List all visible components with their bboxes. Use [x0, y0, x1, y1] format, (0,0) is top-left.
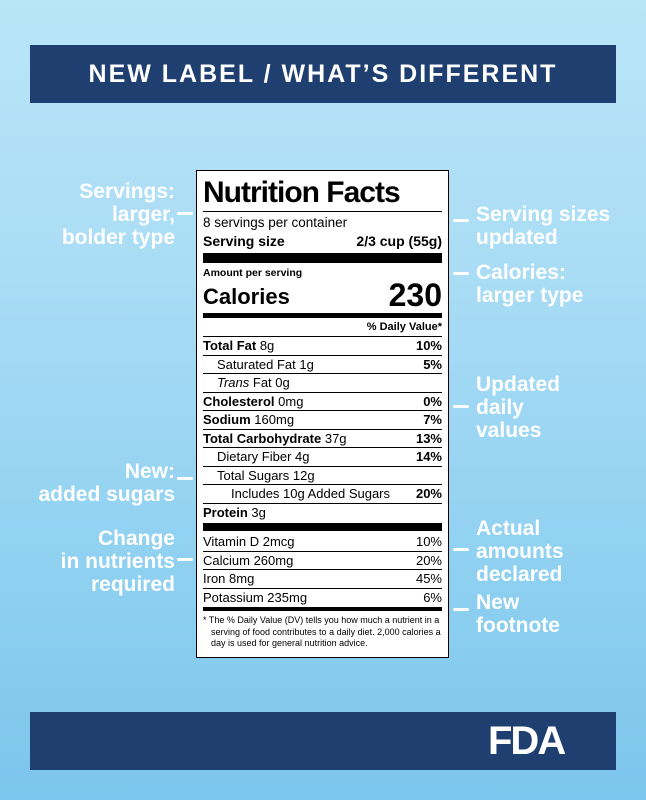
nutrient-row-total-carbohydrate: Total Carbohydrate 37g 13% [203, 430, 442, 448]
nutrition-facts-label: Nutrition Facts 8 servings per container… [196, 170, 449, 658]
header-banner: NEW LABEL / WHAT’S DIFFERENT [30, 45, 616, 103]
callout-daily-values: Updated daily values [476, 373, 560, 442]
divider-medium [203, 313, 442, 318]
callout-changed-nutrients: Change in nutrients required [60, 527, 175, 596]
callout-connector [453, 608, 469, 611]
vitamin-row-vitamin-d: Vitamin D 2mcg 10% [203, 533, 442, 552]
servings-per-container: 8 servings per container [203, 215, 348, 230]
calories-value: 230 [388, 277, 442, 313]
nutrient-row-total-sugars: Total Sugars 12g [203, 467, 442, 485]
nutrient-rows: Total Fat 8g 10% Saturated Fat 1g 5% Tra… [203, 337, 442, 521]
daily-value-header: % Daily Value* [203, 319, 442, 337]
serving-size-label: Serving size [203, 233, 285, 249]
divider-thick [203, 253, 442, 263]
nutrient-row-cholesterol: Cholesterol 0mg 0% [203, 393, 442, 411]
nutrient-row-protein: Protein 3g [203, 504, 266, 520]
label-title: Nutrition Facts [203, 176, 442, 212]
nutrient-row-total-fat: Total Fat 8g 10% [203, 337, 442, 356]
callout-added-sugars: New: added sugars [38, 460, 175, 506]
callout-connector [453, 405, 469, 408]
callout-actual-amounts: Actual amounts declared [476, 517, 564, 586]
header-title: NEW LABEL / WHAT’S DIFFERENT [88, 59, 558, 88]
nutrient-row-trans-fat: Trans Fat 0g [203, 374, 442, 393]
callout-connector [453, 548, 469, 551]
vitamin-row-potassium: Potassium 235mg 6% [203, 589, 442, 605]
svg-text:FDA: FDA [488, 720, 565, 762]
serving-size-row: Serving size 2/3 cup (55g) [203, 232, 442, 251]
callout-serving-sizes: Serving sizes updated [476, 203, 611, 249]
calories-label: Calories [203, 284, 290, 309]
callout-connector [177, 477, 193, 480]
amount-per-serving: Amount per serving [203, 267, 303, 279]
callout-connector [177, 558, 193, 561]
nutrient-row-saturated-fat: Saturated Fat 1g 5% [203, 356, 442, 374]
callout-connector [453, 272, 469, 275]
callout-connector [177, 212, 193, 215]
fda-logo-icon: FDA [488, 720, 567, 762]
callout-footnote: New footnote [476, 591, 560, 637]
callout-calories: Calories: larger type [476, 261, 584, 307]
nutrient-row-added-sugars: Includes 10g Added Sugars 20% [203, 485, 442, 504]
nutrient-row-sodium: Sodium 160mg 7% [203, 411, 442, 430]
vitamin-row-iron: Iron 8mg 45% [203, 570, 442, 589]
calories-row: Calories 230 [203, 277, 442, 313]
callout-connector [453, 219, 469, 222]
serving-size-value: 2/3 cup (55g) [356, 233, 442, 249]
nutrient-row-dietary-fiber: Dietary Fiber 4g 14% [203, 448, 442, 467]
label-footnote: * The % Daily Value (DV) tells you how m… [203, 615, 441, 648]
vitamin-row-calcium: Calcium 260mg 20% [203, 552, 442, 570]
footer-banner: FDA [30, 712, 616, 770]
divider-thick [203, 523, 442, 531]
vitamin-rows: Vitamin D 2mcg 10% Calcium 260mg 20% Iro… [203, 533, 442, 606]
divider-medium [203, 607, 442, 611]
callout-servings: Servings: larger, bolder type [61, 180, 175, 249]
